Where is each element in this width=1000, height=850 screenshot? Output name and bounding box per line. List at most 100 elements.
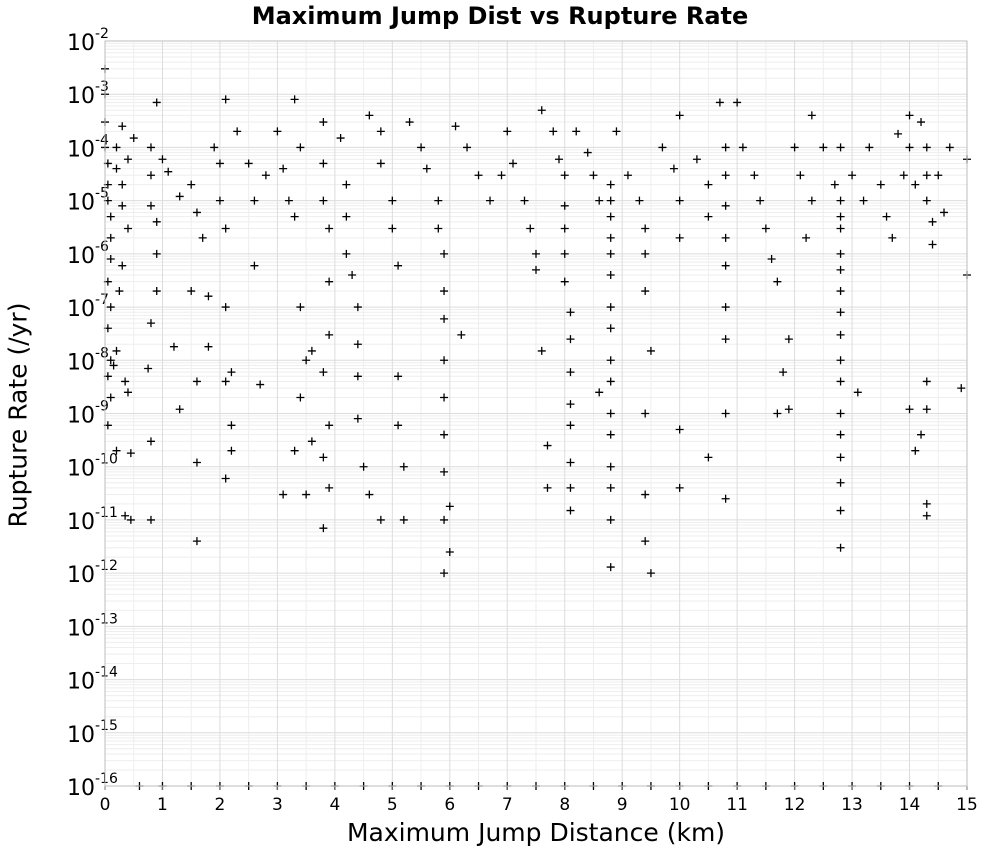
y-axis-label: Rupture Rate (/yr) (3, 302, 33, 528)
data-point (549, 127, 558, 136)
data-point (434, 224, 443, 233)
data-point (221, 303, 230, 312)
y-tick-label: 10-11 (67, 505, 118, 535)
data-point (836, 224, 845, 233)
data-point (836, 453, 845, 462)
y-tick-label: 10-9 (67, 399, 109, 429)
data-point (388, 224, 397, 233)
data-point (106, 233, 115, 242)
data-point (325, 330, 334, 339)
data-point (721, 303, 730, 312)
data-point (899, 171, 908, 180)
data-point (325, 277, 334, 286)
data-point (848, 171, 857, 180)
data-point (606, 196, 615, 205)
data-point (279, 490, 288, 499)
data-point (836, 356, 845, 365)
data-point (192, 458, 201, 467)
data-point (911, 446, 920, 455)
data-point (123, 224, 132, 233)
data-point (144, 364, 153, 373)
data-point (227, 446, 236, 455)
data-point (319, 196, 328, 205)
data-point (606, 462, 615, 471)
data-point (606, 212, 615, 221)
data-point (646, 569, 655, 578)
data-point (204, 342, 213, 351)
data-point (532, 265, 540, 274)
data-point (554, 155, 563, 164)
data-point (175, 192, 184, 201)
data-point (129, 134, 138, 143)
x-tick-label: 12 (784, 795, 806, 815)
data-point (445, 547, 454, 556)
data-point (836, 212, 845, 221)
data-point (307, 346, 316, 355)
data-point (342, 249, 351, 258)
x-axis-ticks: 0 1 2 3 4 5 6 7 8 9 10 11 12 13 14 15 (100, 786, 978, 815)
y-tick-label: 10-7 (67, 292, 109, 322)
data-point (905, 143, 914, 152)
data-point (112, 164, 121, 173)
y-tick-label: 10-13 (67, 611, 118, 641)
data-point (836, 377, 845, 386)
x-tick-label: 10 (669, 795, 691, 815)
data-point (721, 143, 730, 152)
data-point (911, 180, 920, 189)
x-tick-label: 3 (272, 795, 283, 815)
data-point (566, 308, 575, 317)
data-point (543, 441, 552, 450)
data-point (109, 361, 118, 370)
data-point (532, 249, 540, 258)
data-point (106, 393, 115, 402)
data-point (560, 277, 569, 286)
data-point (819, 143, 828, 152)
data-point (756, 196, 765, 205)
data-point (440, 515, 449, 524)
data-point (675, 483, 684, 492)
y-tick-label: 10-14 (67, 665, 118, 695)
chart-title: Maximum Jump Dist vs Rupture Rate (251, 2, 749, 30)
data-point (365, 111, 374, 120)
data-point (905, 405, 914, 414)
data-point (606, 180, 615, 189)
data-point (790, 143, 799, 152)
x-tick-label: 0 (100, 795, 111, 815)
data-point (721, 201, 730, 210)
y-tick-label: 10-5 (67, 186, 109, 216)
x-tick-label: 13 (841, 795, 863, 815)
data-point (399, 462, 408, 471)
data-point (250, 196, 259, 205)
data-point (445, 502, 454, 511)
data-point (440, 430, 449, 439)
data-point (606, 430, 615, 439)
data-point (589, 171, 598, 180)
data-point (560, 224, 569, 233)
data-point (394, 421, 403, 430)
data-point (112, 143, 121, 152)
data-point (537, 106, 546, 115)
data-point (606, 271, 615, 280)
data-point (394, 372, 403, 381)
data-point (945, 143, 954, 152)
y-tick-label: 10-2 (67, 26, 109, 56)
data-point (940, 208, 949, 217)
x-tick-label: 1 (157, 795, 168, 815)
data-point (440, 393, 449, 402)
data-point (830, 180, 839, 189)
data-point (646, 346, 655, 355)
data-point (773, 409, 782, 418)
data-points (101, 64, 971, 790)
data-point (106, 303, 115, 312)
data-point (187, 287, 196, 296)
data-point (836, 308, 845, 317)
data-point (152, 287, 161, 296)
data-point (388, 196, 397, 205)
y-tick-label: 10-15 (67, 718, 118, 748)
data-point (922, 143, 931, 152)
data-point (319, 524, 328, 533)
data-point (836, 196, 845, 205)
data-point (784, 405, 793, 414)
data-point (928, 217, 937, 226)
x-tick-label: 5 (387, 795, 398, 815)
